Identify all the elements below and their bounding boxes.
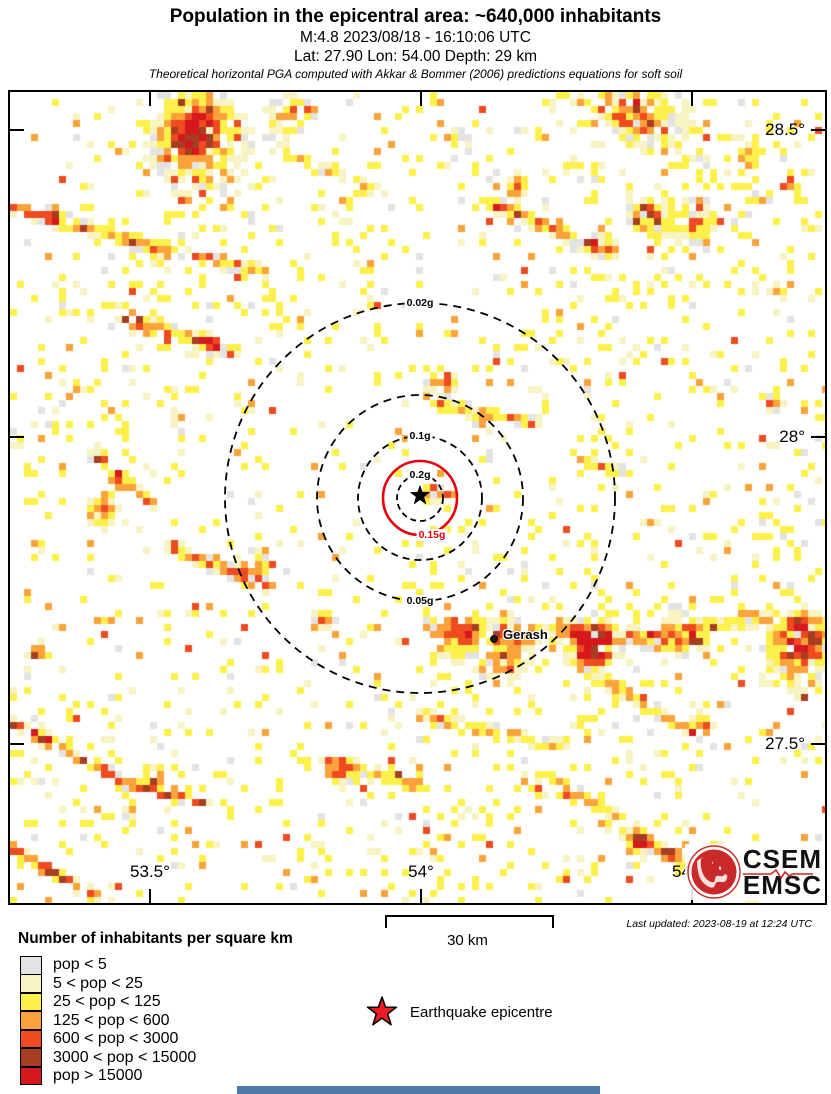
legend-swatch-25-125 [20,992,42,1011]
logo-csem-text: CSEM [742,844,822,874]
population-legend: pop < 5 5 < pop < 25 25 < pop < 125 125 … [20,956,196,1086]
population-map: 0.02g 0.1g 0.2g 0.05g 0.15g Gerash 28.5°… [8,90,827,905]
last-updated-text: Last updated: 2023-08-19 at 12:24 UTC [626,918,812,930]
legend-bin-label: pop < 5 [53,956,107,974]
lat-label-28: 28° [779,427,805,446]
scale-bar-label: 30 km [447,932,488,949]
axis-ticks [10,92,825,903]
footer-blue-bar [237,1086,600,1094]
scale-bar [385,915,554,928]
lat-label-27.5: 27.5° [765,734,805,753]
pga-ring-0.2g [396,474,444,522]
globe-icon [687,845,741,899]
event-magnitude-datetime: M:4.8 2023/08/18 - 16:10:06 UTC [300,29,531,46]
epicentre-star-icon [366,996,398,1026]
legend-row: 3000 < pop < 15000 [20,1048,197,1068]
page-title: Population in the epicentral area: ~640,… [169,6,662,27]
pga-label-0.1g: 0.1g [407,430,433,442]
legend-bin-label: 5 < pop < 25 [53,974,143,992]
pga-label-0.2g: 0.2g [407,469,433,481]
city-dot-icon [490,635,498,643]
lon-label-54: 54° [408,862,434,881]
pga-label-0.02g: 0.02g [404,297,436,309]
pga-label-0.05g: 0.05g [404,595,436,607]
legend-row: 25 < pop < 125 [20,992,196,1012]
legend-bin-label: 25 < pop < 125 [53,993,161,1011]
legend-bin-label: 600 < pop < 3000 [53,1030,179,1048]
legend-bin-label: 125 < pop < 600 [53,1011,170,1029]
lat-label-28.5: 28.5° [765,120,805,139]
legend-row: 125 < pop < 600 [20,1011,196,1031]
legend-swatch-gt-15000 [20,1066,42,1085]
legend-swatch-3000-15000 [20,1048,42,1067]
legend-row: 5 < pop < 25 [20,974,196,994]
legend-swatch-125-600 [20,1011,42,1030]
pga-label-0.15g: 0.15g [416,529,448,541]
csem-emsc-logo: CSEM EMSC [684,844,824,900]
legend-swatch-5-25 [20,974,42,993]
legend-row: pop > 15000 [20,1066,196,1086]
legend-bin-label: pop > 15000 [53,1067,143,1085]
legend-bin-label: 3000 < pop < 15000 [53,1048,197,1066]
legend-swatch-pop-lt-5 [20,956,42,975]
seismogram-icon [742,869,813,879]
pga-ring-0.02g [224,302,616,694]
lon-label-53.5: 53.5° [130,862,170,881]
legend-row: pop < 5 [20,956,196,975]
legend-swatch-600-3000 [20,1029,42,1048]
legend-row: 600 < pop < 3000 [20,1029,196,1049]
event-location-depth: Lat: 27.90 Lon: 54.00 Depth: 29 km [293,48,537,65]
epicenter-star-icon [408,484,432,513]
pga-method-note: Theoretical horizontal PGA computed with… [148,67,683,81]
epicentre-legend: Earthquake epicentre [364,994,553,1030]
city-label: Gerash [503,627,548,642]
legend-title: Number of inhabitants per square km [18,930,293,947]
epicentre-legend-label: Earthquake epicentre [410,1003,553,1021]
